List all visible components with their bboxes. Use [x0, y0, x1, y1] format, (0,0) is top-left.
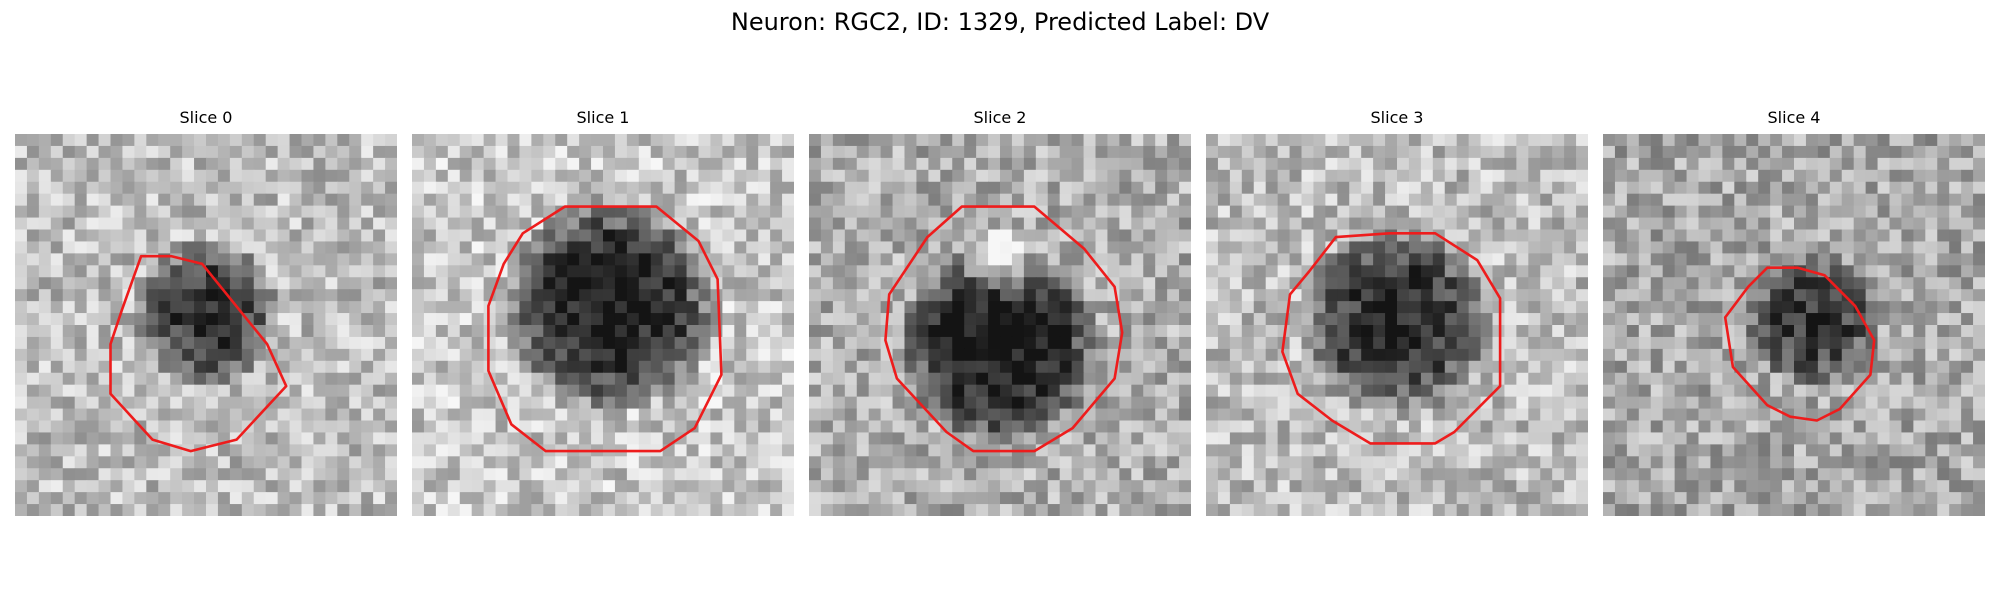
pixel-grid [1206, 134, 1588, 516]
slice-image [809, 134, 1191, 516]
pixel-grid [1603, 134, 1985, 516]
slice-image [15, 134, 397, 516]
slice-image-canvas [1206, 134, 1588, 516]
figure-title: Neuron: RGC2, ID: 1329, Predicted Label:… [730, 8, 1270, 36]
pixel-grid [15, 134, 397, 516]
slice-title: Slice 3 [1370, 108, 1424, 127]
slice-image-canvas [15, 134, 397, 516]
slice-title: Slice 1 [576, 108, 630, 127]
slice-title: Slice 0 [179, 108, 233, 127]
pixel-grid [412, 134, 794, 516]
neuron-outline [1723, 266, 1876, 422]
neuron-outline [109, 254, 288, 453]
slice-image-canvas [412, 134, 794, 516]
slice-title: Slice 2 [973, 108, 1027, 127]
slice-image-canvas [809, 134, 1191, 516]
neuron-outline [1281, 232, 1502, 445]
slice-image [412, 134, 794, 516]
neuron-outline [487, 205, 723, 453]
slice-image-canvas [1603, 134, 1985, 516]
pixel-grid [809, 134, 1191, 516]
slice-image [1603, 134, 1985, 516]
slice-title: Slice 4 [1767, 108, 1821, 127]
neuron-outline [884, 205, 1124, 453]
slice-image [1206, 134, 1588, 516]
